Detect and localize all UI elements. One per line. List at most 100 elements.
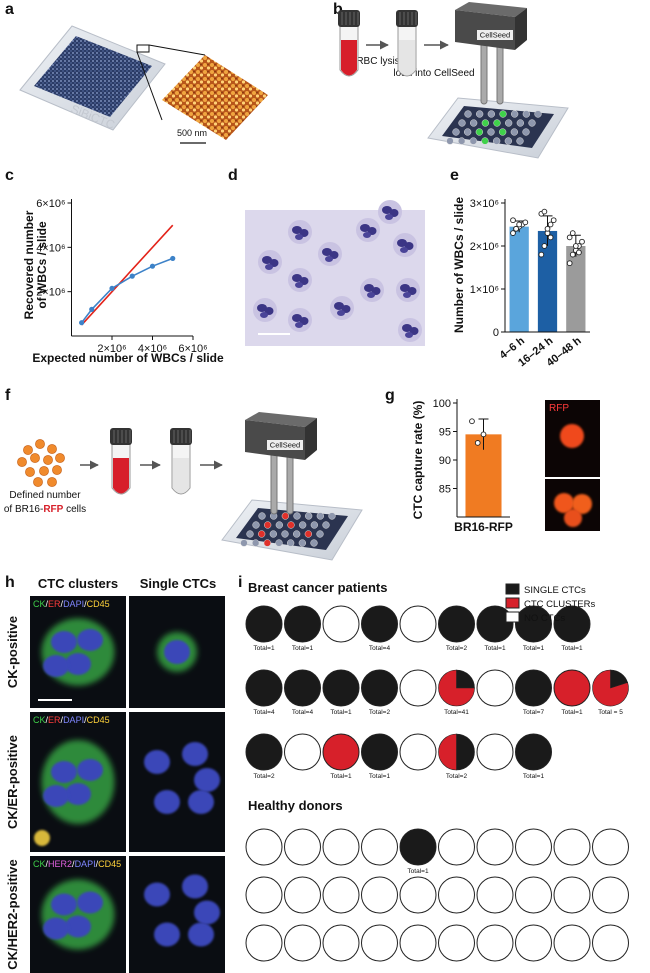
legend-label: NO CTCs	[524, 613, 565, 624]
y-tick-label: 1×10⁶	[470, 284, 499, 296]
label-part: RFP	[43, 504, 63, 515]
cell	[316, 530, 324, 538]
cell	[258, 530, 266, 538]
cell	[328, 512, 336, 520]
nucleus	[51, 893, 77, 916]
y-axis-label: CTC capture rate (%)	[411, 401, 425, 520]
legend-swatch	[505, 583, 520, 595]
cell-label: Defined number	[9, 490, 81, 501]
panel-label: b	[333, 1, 343, 18]
x-tick-label: 4×10⁶	[138, 343, 167, 355]
cell	[316, 512, 324, 520]
pie-empty	[284, 876, 321, 914]
column-header: CTC clusters	[38, 576, 118, 591]
cell	[47, 477, 57, 487]
pie-empty	[592, 924, 629, 962]
nucleus	[182, 742, 208, 766]
pie-empty	[515, 876, 552, 914]
nucleus	[144, 750, 170, 774]
tube-cap	[110, 428, 132, 445]
nucleus	[337, 310, 345, 316]
nucleus	[292, 274, 302, 282]
cell	[528, 119, 536, 127]
cell	[240, 539, 248, 547]
nucleus	[364, 284, 374, 292]
pie-label: Total=1	[292, 645, 314, 652]
group-title: Healthy donors	[248, 798, 343, 813]
cd45-spot	[34, 830, 50, 846]
data-point	[579, 238, 585, 245]
tube-cap	[396, 10, 418, 27]
nucleus	[188, 922, 214, 947]
cell	[281, 530, 289, 538]
pie-empty	[322, 924, 360, 962]
data-point	[550, 217, 557, 224]
pie-empty	[245, 876, 283, 914]
y-tick-label: 90	[439, 455, 451, 467]
pie-slice	[515, 669, 552, 707]
pie-label: Total=4	[292, 709, 314, 716]
nucleus	[65, 653, 91, 675]
data-point	[510, 217, 516, 224]
pie-empty	[476, 924, 514, 962]
data-point	[469, 418, 475, 425]
cell	[560, 424, 584, 448]
data-point	[576, 249, 582, 256]
nucleus	[65, 783, 91, 805]
nucleus	[144, 882, 170, 907]
data-point	[474, 440, 481, 446]
panel-label: i	[238, 574, 242, 591]
pie-empty	[399, 669, 437, 707]
bar	[509, 226, 529, 332]
cell	[287, 521, 295, 529]
cell	[464, 110, 472, 118]
pie-empty	[361, 876, 398, 914]
pie-label: Total=1	[523, 645, 545, 652]
x-tick-label: 2×10⁶	[97, 343, 126, 355]
nucleus	[51, 631, 77, 653]
cell	[299, 521, 307, 529]
pie-empty	[245, 828, 283, 866]
cell	[470, 119, 478, 127]
pie-label: Total=1	[369, 773, 391, 780]
panel-label: g	[385, 387, 395, 404]
nucleus	[382, 206, 392, 214]
pie-empty	[399, 876, 437, 914]
pie-label: Total=1	[407, 868, 429, 875]
cell	[287, 539, 295, 547]
pie-label: Total=4	[369, 645, 391, 652]
pie-slice	[515, 733, 552, 771]
pie-empty	[553, 924, 591, 962]
cells	[253, 200, 422, 342]
cell	[23, 445, 33, 455]
cell	[298, 539, 306, 547]
row-label: CK-positive	[5, 616, 20, 688]
stain-part: /	[84, 599, 87, 609]
nucleus	[43, 655, 69, 677]
nucleus	[194, 768, 220, 792]
data-point	[538, 251, 545, 258]
pie-slice	[322, 733, 360, 771]
tube-liquid	[341, 40, 357, 76]
stain-part: CK	[33, 599, 46, 609]
nucleus	[363, 232, 371, 238]
marker	[149, 263, 156, 269]
cell	[264, 521, 272, 529]
pie-slice	[245, 669, 283, 707]
pie-label: Total=4	[253, 709, 275, 716]
cell	[17, 457, 27, 467]
nucleus	[397, 239, 407, 247]
pie-empty	[361, 828, 398, 866]
zoom-line	[148, 44, 206, 56]
pie-label: Total=1	[253, 645, 275, 652]
nucleus	[77, 759, 103, 781]
pie-slice	[361, 669, 398, 707]
cell	[499, 110, 507, 118]
nucleus	[360, 224, 370, 232]
column-header: Single CTCs	[140, 576, 217, 591]
scale-label: 500 nm	[177, 128, 207, 138]
pie-slice	[361, 733, 398, 771]
pie-empty	[322, 876, 360, 914]
stain-part: ER	[48, 599, 61, 609]
